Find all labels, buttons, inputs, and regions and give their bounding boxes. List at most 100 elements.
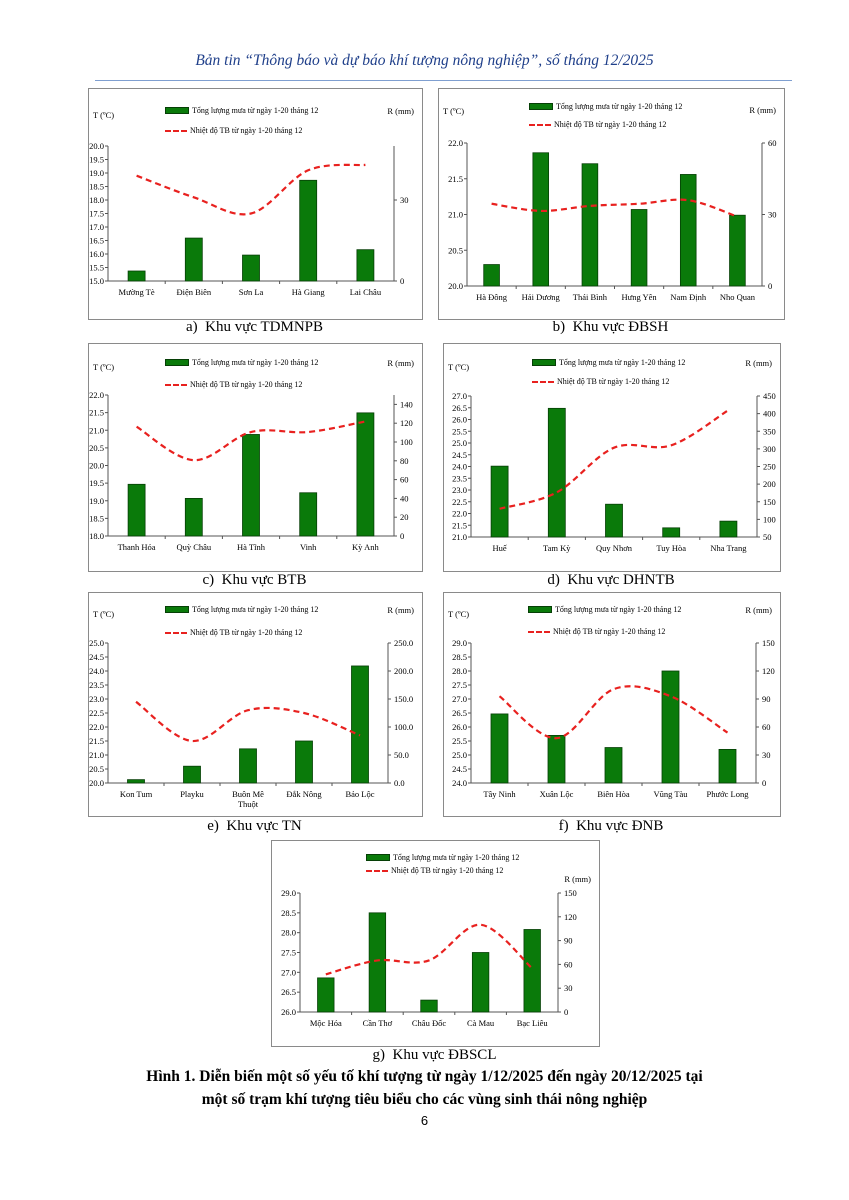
right-axis-title: R (mm) [387,106,414,116]
category-label: Châu Đốc [411,1018,447,1028]
legend-bar-swatch [532,359,556,366]
right-tick-label: 90 [762,694,771,704]
legend-temperature: Nhiệt độ TB từ ngày 1-20 tháng 12 [165,126,302,135]
left-axis-title: T (ºC) [448,609,470,619]
left-tick-label: 27.0 [452,391,467,401]
rain-bar [368,912,387,1013]
legend-bar-swatch [165,107,189,114]
legend-bar-swatch [366,854,390,861]
rain-bar [242,434,260,537]
left-tick-label: 25.0 [452,750,467,760]
rain-bar [184,497,203,537]
chart-caption: b) Khu vực ĐBSH [552,319,669,335]
category-label: Kỳ Anh [352,542,379,552]
temperature-line [498,685,729,740]
right-tick-label: 120 [762,666,775,676]
right-axis-title: R (mm) [387,358,414,368]
left-tick-label: 24.5 [452,764,467,774]
left-tick-label: 21.5 [89,408,104,418]
right-axis-title: R (mm) [564,874,591,884]
left-tick-label: 26.5 [452,708,467,718]
chart-caption: d) Khu vực DHNTB [547,572,675,588]
category-label: Bảo Lộc [345,789,375,799]
left-tick-label: 15.5 [89,263,104,273]
right-tick-label: 80 [400,456,409,466]
rain-bar [729,214,746,287]
chart-plot: 18.0 18.5 19.0 19.5 20.0 20.5 21.0 21.5 22.0 0 20 4… [89,390,413,541]
category-label: Điện Biên [176,287,212,297]
rain-bar [127,483,146,537]
left-axis-title: T (ºC) [93,609,115,619]
legend-rain: Tổng lượng mưa từ ngày 1-20 tháng 12 [165,358,318,367]
legend-temperature: Nhiệt độ TB từ ngày 1-20 tháng 12 [528,627,665,636]
chart-caption: f) Khu vực ĐNB [558,818,664,834]
left-tick-label: 27.0 [281,967,296,977]
rain-bar [661,670,680,784]
rain-bar [299,492,318,537]
category-label: Hà Giang [291,287,325,297]
left-tick-label: 21.5 [89,736,104,746]
left-tick-label: 24.0 [452,462,467,472]
left-tick-label: 18.5 [89,513,104,523]
legend-bar-swatch [529,103,553,110]
right-tick-label: 120 [564,912,577,922]
left-axis-title: T (ºC) [443,106,465,116]
rain-bar [662,527,681,538]
right-axis-title: R (mm) [745,358,772,368]
left-tick-label: 18.5 [89,182,104,192]
rain-bar [127,779,145,784]
right-tick-label: 0 [400,276,404,286]
left-tick-label: 24.0 [89,666,104,676]
right-tick-label: 250.0 [394,638,413,648]
left-tick-label: 21.5 [448,174,463,184]
right-tick-label: 30 [400,195,409,205]
rain-bar [547,734,566,784]
rain-bar [351,665,369,784]
right-tick-label: 150 [762,638,775,648]
temperature-line [135,700,361,743]
legend-bar-swatch [165,359,189,366]
temperature-line [136,420,366,462]
category-label: Tuy Hòa [656,543,687,553]
legend-rain: Tổng lượng mưa từ ngày 1-20 tháng 12 [165,106,318,115]
rain-bar [604,747,623,784]
temperature-line [491,198,738,218]
rain-bar [242,254,260,282]
left-tick-label: 26.5 [281,987,296,997]
figure-title-line-2: một số trạm khí tượng tiêu biểu cho các … [201,1091,648,1108]
left-tick-label: 25.5 [452,426,467,436]
legend-label: Nhiệt độ TB từ ngày 1-20 tháng 12 [190,628,303,637]
page-number: 6 [420,1113,429,1128]
category-label: Quy Nhơn [596,543,632,553]
left-axis-title: T (ºC) [93,362,115,372]
right-tick-label: 350 [763,426,776,436]
left-tick-label: 23.5 [452,473,467,483]
left-tick-label: 22.0 [89,390,104,400]
category-label: Buôn Mê Thuột [232,789,264,809]
left-tick-label: 23.5 [89,680,104,690]
legend-label: Nhiệt độ TB từ ngày 1-20 tháng 12 [190,380,303,389]
right-tick-label: 50.0 [394,750,409,760]
left-tick-label: 20.0 [89,141,104,151]
left-tick-label: 17.5 [89,209,104,219]
legend-bar-swatch [528,606,552,613]
left-tick-label: 26.0 [281,1007,296,1017]
right-tick-label: 100 [763,514,776,524]
chart-caption: e) Khu vực TN [207,818,302,834]
legend-bar-swatch [165,606,189,613]
left-tick-label: 19.5 [89,478,104,488]
rain-bar [581,163,599,287]
right-tick-label: 60 [768,138,777,148]
legend-label: Nhiệt độ TB từ ngày 1-20 tháng 12 [557,377,670,386]
legend-line-swatch [165,631,187,634]
right-tick-label: 0 [400,531,404,541]
category-label: Bạc Liêu [516,1018,548,1028]
left-tick-label: 21.0 [89,425,104,435]
right-tick-label: 30 [768,210,777,220]
legend-line-swatch [366,869,388,872]
left-tick-label: 20.5 [448,245,463,255]
legend-rain: Tổng lượng mưa từ ngày 1-20 tháng 12 [165,605,318,614]
page-header: Bản tin “Thông báo và dự báo khí tượng n… [195,52,654,69]
left-tick-label: 23.0 [452,485,467,495]
left-tick-label: 27.5 [452,680,467,690]
